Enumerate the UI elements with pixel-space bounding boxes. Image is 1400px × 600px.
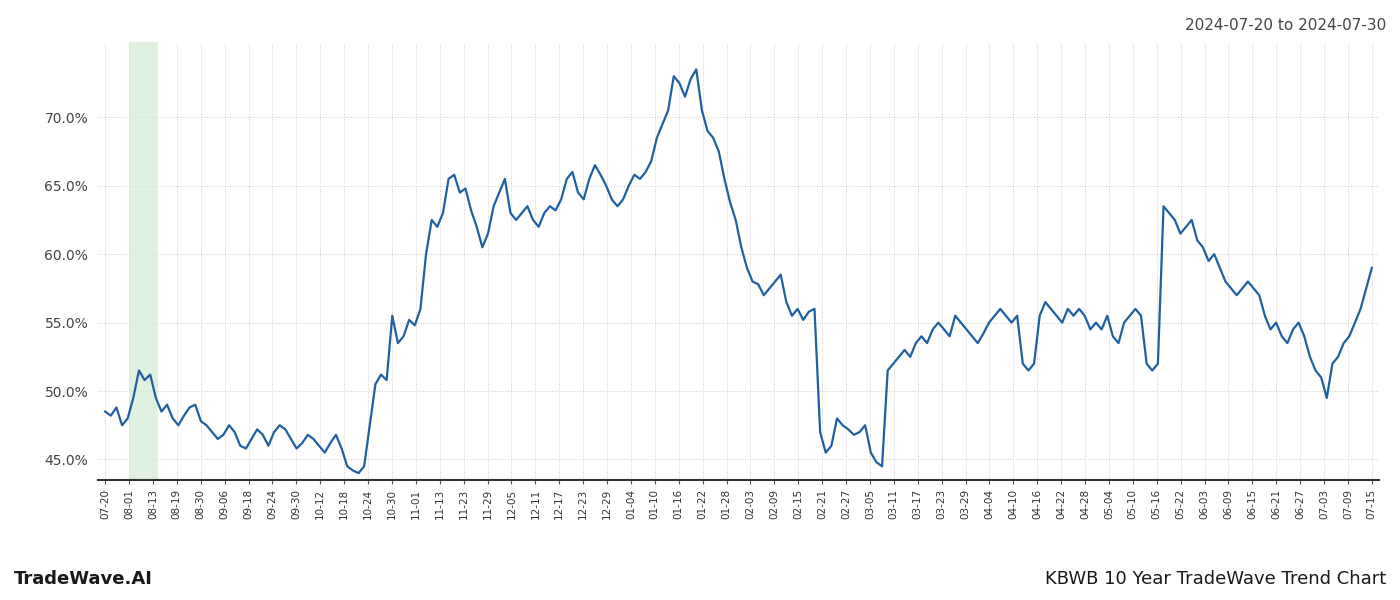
- Text: 2024-07-20 to 2024-07-30: 2024-07-20 to 2024-07-30: [1184, 18, 1386, 33]
- Text: KBWB 10 Year TradeWave Trend Chart: KBWB 10 Year TradeWave Trend Chart: [1044, 570, 1386, 588]
- Text: TradeWave.AI: TradeWave.AI: [14, 570, 153, 588]
- Bar: [129, 42, 158, 480]
